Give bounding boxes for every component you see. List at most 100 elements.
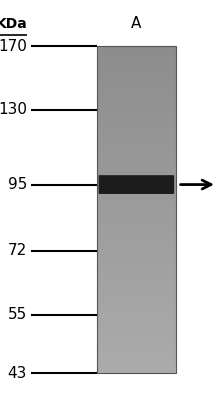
Bar (97, 268, 176, 272)
Bar (97, 213, 176, 216)
Bar (97, 184, 176, 187)
Bar (97, 167, 176, 170)
Bar (97, 370, 176, 373)
Bar (97, 295, 176, 298)
Bar (97, 321, 176, 324)
Bar (97, 292, 176, 295)
Bar (97, 354, 176, 357)
Bar (97, 331, 176, 334)
Bar (97, 174, 176, 177)
Bar (97, 95, 176, 98)
Bar (97, 121, 176, 124)
Text: 43: 43 (8, 366, 27, 381)
Bar (97, 239, 176, 242)
Bar (97, 347, 176, 350)
Bar (97, 154, 176, 157)
Bar (97, 56, 176, 59)
Bar (97, 89, 176, 92)
Bar (97, 363, 176, 367)
Bar (97, 69, 176, 72)
Bar (97, 337, 176, 340)
Bar (97, 85, 176, 89)
Bar (97, 308, 176, 311)
Bar (97, 226, 176, 229)
Bar (97, 62, 176, 66)
Bar (97, 124, 176, 128)
Bar (97, 92, 176, 95)
Bar (97, 128, 176, 131)
Bar (97, 232, 176, 236)
Bar (97, 301, 176, 304)
Bar (97, 46, 176, 373)
Text: 170: 170 (0, 38, 27, 54)
Bar (97, 59, 176, 62)
Bar (97, 66, 176, 69)
FancyBboxPatch shape (99, 175, 174, 194)
Bar (97, 262, 176, 265)
Text: A: A (131, 16, 142, 31)
Text: 130: 130 (0, 102, 27, 118)
Bar (97, 242, 176, 246)
Bar (97, 249, 176, 252)
Bar (97, 190, 176, 193)
Bar (97, 246, 176, 249)
Bar (97, 357, 176, 360)
Bar (97, 350, 176, 354)
Bar (97, 148, 176, 151)
Bar (97, 229, 176, 232)
Bar (97, 160, 176, 164)
Bar (97, 141, 176, 144)
Bar (97, 131, 176, 134)
Bar (97, 82, 176, 85)
Bar (97, 193, 176, 196)
Bar (97, 367, 176, 370)
Bar (97, 112, 176, 115)
Bar (97, 265, 176, 268)
Bar (97, 311, 176, 314)
Bar (97, 236, 176, 239)
Bar (97, 196, 176, 200)
Text: 72: 72 (8, 243, 27, 258)
Bar (97, 46, 176, 49)
Bar (97, 288, 176, 292)
Bar (97, 256, 176, 259)
Bar (97, 157, 176, 160)
Bar (97, 334, 176, 337)
Bar (97, 177, 176, 180)
Bar (97, 53, 176, 56)
Bar (97, 324, 176, 328)
Bar (97, 344, 176, 347)
Bar (97, 102, 176, 105)
Bar (97, 259, 176, 262)
Bar (97, 180, 176, 184)
Bar (97, 206, 176, 210)
Bar (97, 360, 176, 363)
Bar (97, 79, 176, 82)
Bar (97, 144, 176, 148)
Text: 55: 55 (8, 307, 27, 322)
Bar (97, 164, 176, 167)
Bar (97, 304, 176, 308)
Bar (97, 216, 176, 220)
Bar (97, 203, 176, 206)
Bar (97, 275, 176, 278)
Text: KDa: KDa (0, 17, 27, 31)
Bar (97, 282, 176, 285)
Bar (97, 278, 176, 282)
Bar (97, 272, 176, 275)
Bar (97, 151, 176, 154)
Bar (97, 134, 176, 138)
Bar (97, 328, 176, 331)
Bar (97, 314, 176, 318)
Bar (97, 285, 176, 288)
Bar (97, 187, 176, 190)
Bar (97, 200, 176, 203)
Bar (97, 72, 176, 76)
Text: 95: 95 (8, 177, 27, 192)
Bar (97, 340, 176, 344)
Bar (97, 76, 176, 79)
Bar (97, 220, 176, 223)
Bar (97, 223, 176, 226)
Bar (97, 118, 176, 121)
Bar (97, 49, 176, 53)
